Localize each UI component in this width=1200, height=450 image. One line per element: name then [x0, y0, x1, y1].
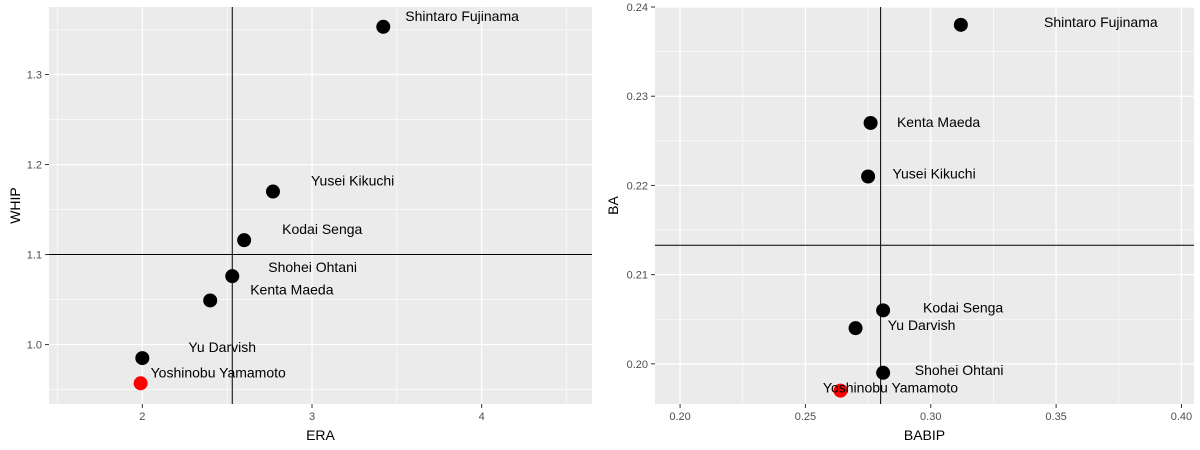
plot-panel	[655, 7, 1194, 404]
data-point	[953, 17, 968, 32]
data-point	[376, 19, 391, 34]
point-label: Yoshinobu Yamamoto	[151, 364, 286, 380]
point-label: Yu Darvish	[888, 317, 956, 333]
x-tick-label: 3	[309, 411, 315, 423]
y-axis-title: BA	[605, 196, 621, 215]
point-label: Kenta Maeda	[250, 281, 333, 297]
data-point	[861, 169, 876, 184]
point-label: Yusei Kikuchi	[311, 173, 394, 189]
y-tick-label: 0.20	[627, 359, 648, 371]
y-axis-title: WHIP	[7, 187, 23, 224]
era-whip-chart: ERA WHIP 2 3 4 1.0 1.1 1.2 1.3 Shintaro Fujinam…	[7, 7, 592, 443]
point-label: Kenta Maeda	[897, 114, 980, 130]
x-tick-label: 2	[139, 411, 145, 423]
data-point	[876, 365, 891, 380]
highlighted-data-point	[833, 383, 848, 398]
plot-panel	[49, 7, 592, 404]
y-tick-label: 0.22	[627, 180, 648, 192]
highlighted-data-point	[133, 376, 148, 391]
data-point	[237, 233, 252, 248]
point-label: Kodai Senga	[923, 299, 1003, 315]
data-point	[203, 293, 218, 308]
point-label: Shohei Ohtani	[268, 259, 357, 275]
grid	[655, 6, 1194, 404]
y-tick-label: 1.3	[27, 70, 42, 82]
point-label: Shintaro Fujinama	[405, 8, 519, 24]
data-point	[848, 321, 863, 336]
data-point	[265, 184, 280, 199]
x-tick-label: 0.20	[669, 411, 690, 423]
y-tick-label: 1.1	[27, 250, 42, 262]
point-label: Shohei Ohtani	[915, 362, 1004, 378]
point-label: Kodai Senga	[282, 221, 362, 237]
data-point	[876, 303, 891, 318]
x-tick-label: 0.35	[1045, 411, 1066, 423]
point-label: Yoshinobu Yamamoto	[823, 380, 958, 396]
data-point	[225, 269, 240, 284]
y-tick-label: 0.21	[627, 270, 648, 282]
x-axis-title: BABIP	[904, 427, 945, 443]
point-label: Yusei Kikuchi	[892, 166, 975, 182]
x-tick-label: 0.40	[1171, 411, 1192, 423]
point-label: Shintaro Fujinama	[1044, 14, 1158, 30]
x-tick-label: 4	[479, 411, 485, 423]
babip-ba-chart: BABIP BA 0.20 0.25 0.30 0.35 0.40 0.20 0.21 0.2…	[605, 2, 1194, 443]
point-label: Yu Darvish	[188, 339, 256, 355]
x-tick-label: 0.30	[920, 411, 941, 423]
x-tick-label: 0.25	[795, 411, 816, 423]
y-tick-label: 0.24	[627, 2, 648, 14]
y-tick-label: 1.0	[27, 340, 42, 352]
y-tick-label: 0.23	[627, 91, 648, 103]
data-point	[135, 351, 150, 366]
x-axis-title: ERA	[306, 427, 335, 443]
y-tick-label: 1.2	[27, 160, 42, 172]
data-point	[863, 115, 878, 130]
